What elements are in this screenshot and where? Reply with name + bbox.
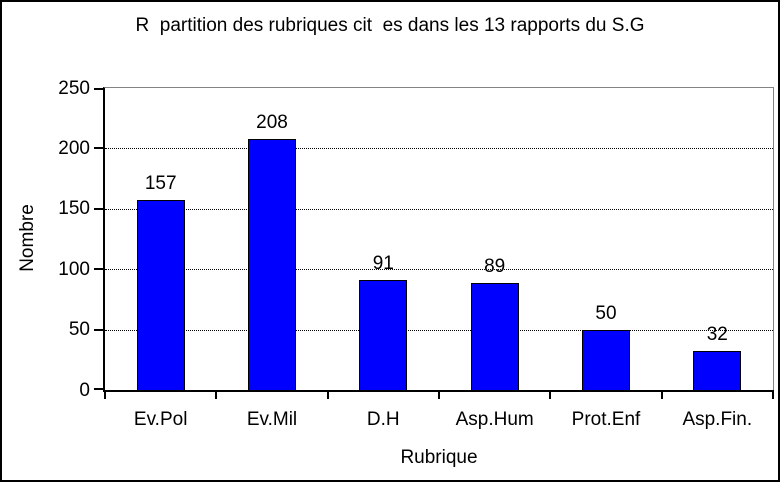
y-axis-tick bbox=[94, 207, 103, 210]
y-axis-tick bbox=[94, 147, 103, 150]
bar bbox=[359, 280, 408, 390]
x-axis-tick bbox=[104, 390, 106, 399]
x-category-label: Asp.Hum bbox=[455, 409, 534, 430]
gridline bbox=[105, 148, 773, 150]
y-tick-label: 250 bbox=[58, 77, 90, 99]
gridline bbox=[105, 269, 773, 271]
bar-value-label: 89 bbox=[484, 255, 506, 277]
y-axis-tick bbox=[94, 268, 103, 271]
chart-title: R partition des rubriques cit es dans le… bbox=[135, 15, 645, 36]
x-axis-tick bbox=[660, 390, 663, 399]
x-axis-tick bbox=[215, 390, 218, 399]
x-axis-tick bbox=[438, 390, 440, 399]
bar bbox=[136, 200, 185, 390]
y-axis-tick bbox=[94, 88, 103, 90]
bar-value-label: 208 bbox=[256, 111, 288, 133]
bar-value-label: 50 bbox=[595, 302, 617, 324]
gridline bbox=[105, 329, 773, 331]
x-axis-tick bbox=[326, 390, 329, 399]
bar bbox=[582, 329, 630, 390]
y-tick-label: 150 bbox=[58, 198, 90, 220]
bar-value-label: 91 bbox=[372, 253, 394, 275]
x-axis-tick bbox=[772, 390, 774, 399]
x-axis-tick bbox=[549, 390, 552, 399]
y-axis-tick bbox=[94, 328, 103, 331]
x-category-label: Asp.Fin. bbox=[682, 409, 753, 430]
y-axis-tick bbox=[94, 388, 103, 390]
y-tick-label: 200 bbox=[58, 137, 90, 159]
bar bbox=[693, 351, 742, 390]
x-category-label: Ev.Mil bbox=[246, 409, 298, 430]
bar bbox=[248, 138, 296, 390]
x-category-label: Ev.Pol bbox=[133, 409, 188, 430]
gridline bbox=[105, 208, 773, 210]
plot-area: 157 208 91 89 50 32 bbox=[94, 87, 774, 399]
y-tick-label: 100 bbox=[58, 258, 90, 280]
x-category-label: D.H bbox=[366, 409, 400, 430]
x-category-label: Prot.Enf bbox=[571, 409, 641, 430]
bar-value-label: 32 bbox=[706, 324, 728, 346]
bar bbox=[470, 282, 519, 390]
y-tick-label: 50 bbox=[68, 319, 90, 341]
bar-value-label: 157 bbox=[144, 173, 177, 195]
x-axis-title: Rubrique bbox=[400, 447, 478, 468]
y-tick-label: 0 bbox=[79, 379, 90, 401]
